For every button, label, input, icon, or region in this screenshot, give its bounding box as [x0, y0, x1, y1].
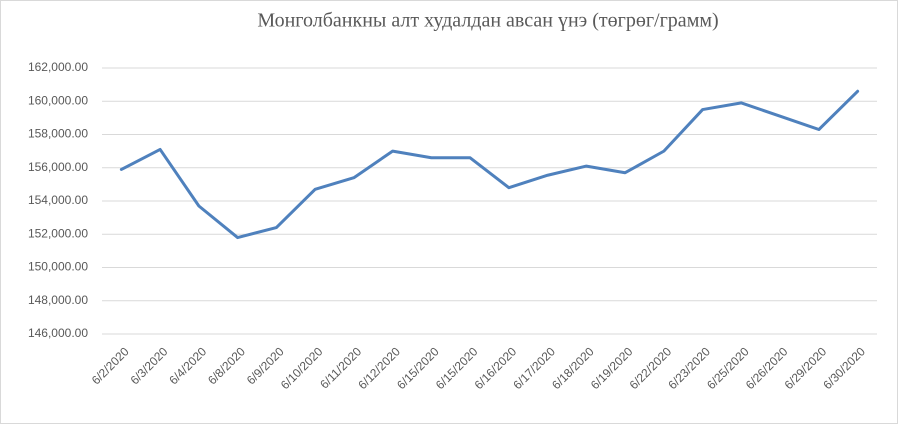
- y-tick-label: 152,000.00: [28, 226, 88, 240]
- data-line: [119, 89, 860, 240]
- y-tick-label: 150,000.00: [28, 260, 88, 274]
- y-tick-label: 158,000.00: [28, 127, 88, 141]
- y-tick-label: 154,000.00: [28, 193, 88, 207]
- y-tick-label: 156,000.00: [28, 160, 88, 174]
- y-tick-label: 146,000.00: [28, 326, 88, 340]
- y-tick-label: 162,000.00: [28, 60, 88, 74]
- y-tick-label: 148,000.00: [28, 293, 88, 307]
- y-tick-label: 160,000.00: [28, 93, 88, 107]
- chart-title: Монголбанкны алт худалдан авсан үнэ (төг…: [257, 10, 718, 32]
